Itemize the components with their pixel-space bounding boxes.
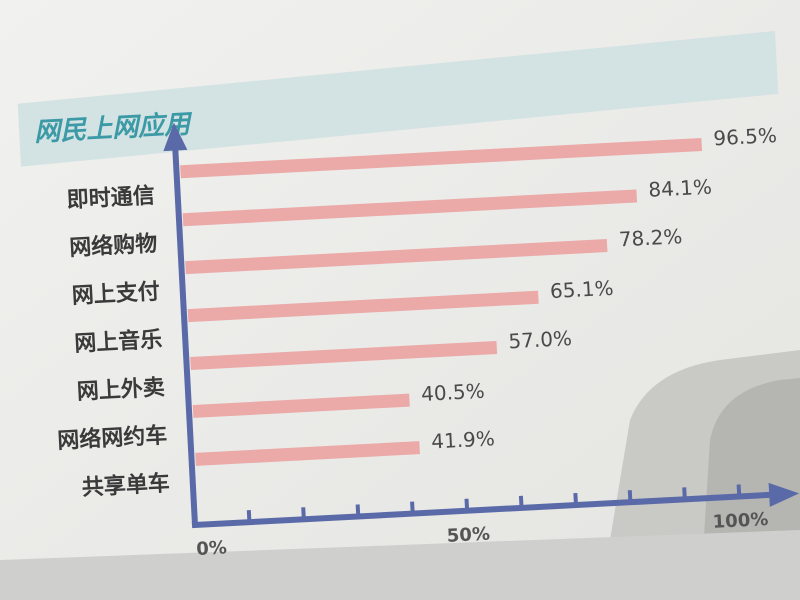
value-label: 40.5% bbox=[421, 379, 486, 406]
x-tick-label: 50% bbox=[446, 524, 490, 547]
category-label: 网上外卖 bbox=[76, 374, 165, 405]
x-tick bbox=[464, 498, 470, 511]
y-axis bbox=[172, 148, 198, 526]
y-axis-arrow-icon bbox=[163, 122, 188, 152]
x-tick-label: 0% bbox=[196, 537, 228, 560]
value-label: 78.2% bbox=[618, 224, 683, 251]
value-label: 84.1% bbox=[648, 175, 713, 202]
value-label: 65.1% bbox=[549, 276, 614, 303]
bar bbox=[187, 290, 539, 323]
x-tick-label: 100% bbox=[712, 509, 769, 533]
value-label: 57.0% bbox=[508, 326, 573, 353]
title-band bbox=[17, 30, 779, 167]
x-tick bbox=[736, 484, 742, 497]
x-axis-arrow-icon bbox=[768, 482, 800, 507]
bar bbox=[192, 393, 410, 418]
category-label: 即时通信 bbox=[66, 183, 155, 214]
value-label: 96.5% bbox=[713, 123, 778, 150]
x-axis bbox=[191, 491, 775, 529]
page-edge bbox=[0, 530, 800, 600]
x-tick bbox=[301, 507, 306, 520]
x-tick bbox=[355, 504, 361, 517]
category-label: 网上音乐 bbox=[74, 326, 163, 357]
category-label: 共享单车 bbox=[81, 470, 170, 501]
bar bbox=[180, 137, 703, 179]
x-tick bbox=[573, 492, 578, 506]
category-label: 网上支付 bbox=[71, 280, 160, 310]
x-tick bbox=[410, 501, 415, 514]
category-label: 网络网约车 bbox=[57, 422, 168, 454]
value-label: 41.9% bbox=[431, 426, 496, 453]
x-tick bbox=[627, 490, 633, 503]
x-tick bbox=[518, 495, 524, 508]
category-label: 网络购物 bbox=[69, 231, 158, 262]
bar bbox=[182, 189, 638, 227]
bar bbox=[195, 441, 420, 466]
x-tick bbox=[682, 487, 687, 500]
x-tick bbox=[246, 510, 252, 523]
bar bbox=[190, 340, 498, 371]
bar bbox=[185, 239, 608, 275]
